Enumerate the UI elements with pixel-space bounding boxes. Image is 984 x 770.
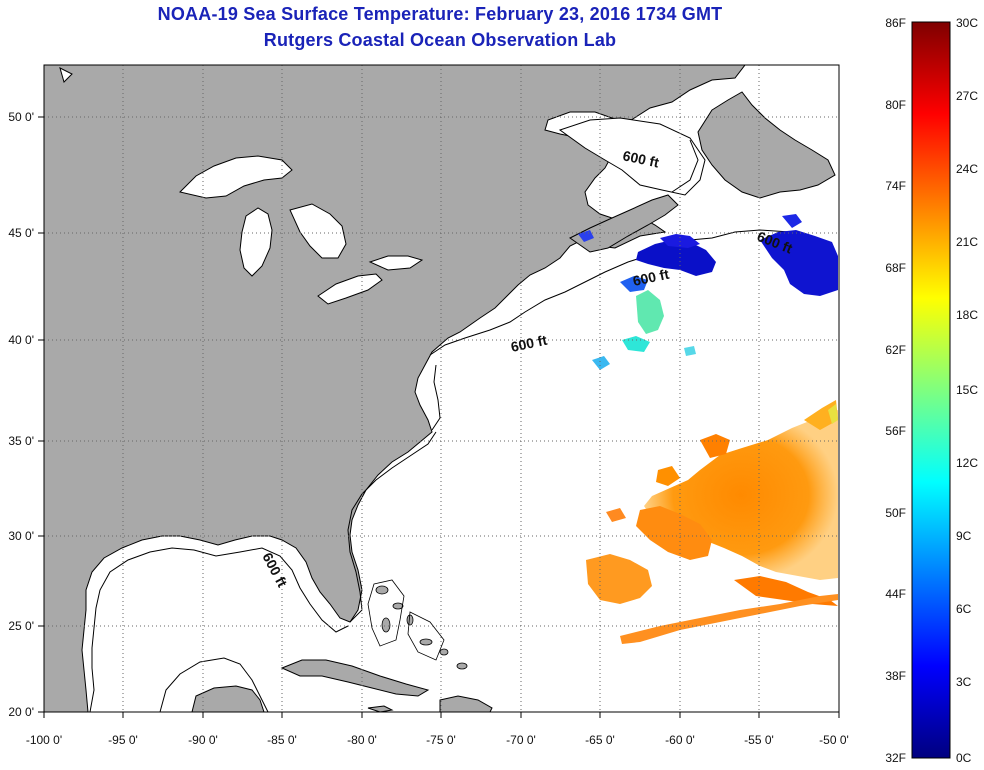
colorbar-f-label: 44F [885,587,906,601]
isobath-600ft-lines [89,139,821,712]
isobath-label-gulf-of-st-lawrence: 600 ft [621,147,660,170]
lake-erie [317,273,383,305]
lake-superior [179,155,293,199]
hispaniola-land [439,695,493,712]
map-subtitle: Rutgers Coastal Ocean Observation Lab [263,30,617,50]
colorbar-c-label: 30C [956,16,978,30]
colorbar-c-label: 3C [956,675,972,689]
colorbar-c-label: 12C [956,456,978,470]
lat-label: 35 0' [8,434,34,448]
map-area: 600 ft 600 ft 600 ft 600 ft 600 ft [44,65,839,712]
map-title: NOAA-19 Sea Surface Temperature: Februar… [157,4,723,24]
sst-cold-water [578,214,838,296]
colorbar-f-label: 68F [885,261,906,275]
lake-ontario [368,255,424,271]
colorbar-f-label: 50F [885,506,906,520]
lon-label: -80 0' [347,733,377,747]
lat-label: 30 0' [8,529,34,543]
lake-huron [289,203,347,259]
lat-label: 45 0' [8,226,34,240]
sst-cool-water [592,290,696,370]
colorbar-f-label: 86F [885,16,906,30]
graticule [44,65,839,712]
lake-michigan [239,207,273,277]
bahamas-islands [375,585,468,670]
lon-label: -100 0' [26,733,62,747]
lon-label: -65 0' [585,733,615,747]
colorbar-c-label: 18C [956,308,978,322]
gulf-of-st-lawrence [558,117,706,196]
colorbar-f-label: 74F [885,179,906,193]
isobath-label-nova-scotia: 600 ft [631,266,670,289]
bahamas-banks [367,579,445,661]
colorbar-c-label: 24C [956,162,978,176]
colorbar-f-label: 56F [885,424,906,438]
colorbar-c-label: 0C [956,751,972,765]
sst-warm-water [586,400,838,644]
lon-label: -50 0' [819,733,849,747]
yucatan-land [191,685,265,712]
hudson-bay-inlet [59,67,73,83]
lat-label: 40 0' [8,333,34,347]
latitude-labels: 50 0' 45 0' 40 0' 35 0' 30 0' 25 0' 20 0… [8,110,34,719]
lat-label: 50 0' [8,110,34,124]
lon-label: -95 0' [108,733,138,747]
colorbar [911,21,951,759]
lon-label: -60 0' [665,733,695,747]
lon-label: -55 0' [744,733,774,747]
colorbar-f-label: 32F [885,751,906,765]
colorbar-f-label: 38F [885,669,906,683]
nova-scotia-land [569,194,679,253]
colorbar-c-label: 9C [956,529,972,543]
jamaica-land [367,705,394,712]
colorbar-c-label: 27C [956,89,978,103]
axis-ticks [38,116,840,718]
colorbar-celsius-labels: 30C 27C 24C 21C 18C 15C 12C 9C 6C 3C 0C [956,16,978,765]
lon-label: -75 0' [426,733,456,747]
lon-label: -90 0' [188,733,218,747]
newfoundland-land [697,91,836,199]
colorbar-c-label: 15C [956,383,978,397]
cuba-land [280,659,430,697]
colorbar-f-label: 62F [885,343,906,357]
lat-label: 25 0' [8,619,34,633]
lon-label: -85 0' [267,733,297,747]
lon-label: -70 0' [506,733,536,747]
colorbar-c-label: 21C [956,235,978,249]
isobath-label-mid-atlantic: 600 ft [509,332,548,355]
lat-label: 20 0' [8,705,34,719]
colorbar-f-label: 80F [885,98,906,112]
colorbar-fahrenheit-labels: 86F 80F 74F 68F 62F 56F 50F 44F 38F 32F [885,16,906,765]
longitude-labels: -100 0' -95 0' -90 0' -85 0' -80 0' -75 … [26,733,849,747]
colorbar-c-label: 6C [956,602,972,616]
